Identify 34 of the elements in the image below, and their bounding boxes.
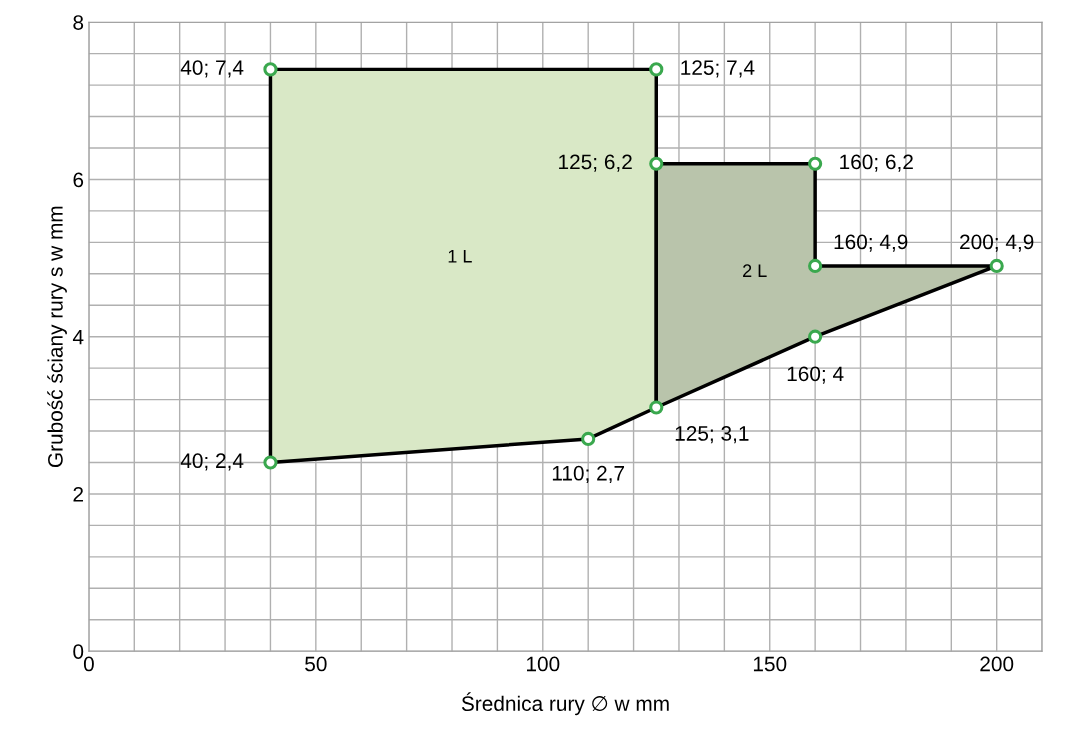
x-tick-label: 50	[305, 656, 327, 672]
y-tick-label: 6	[73, 172, 84, 188]
y-tick-label: 4	[72, 329, 84, 345]
point	[808, 258, 823, 274]
data-label: 125; 3,1	[675, 426, 749, 444]
data-label: 110; 2,7	[552, 465, 625, 484]
data-label: 160; 4	[787, 366, 844, 384]
point	[989, 258, 1004, 274]
x-tick-label: 150	[753, 656, 787, 672]
point	[649, 62, 664, 77]
point	[263, 62, 278, 77]
x-tick-label: 100	[527, 656, 560, 672]
x-axis-title: Średnica rury ∅ w mm	[461, 692, 669, 716]
data-label: 40; 7,4	[180, 60, 244, 78]
data-label: 125; 7,4	[681, 60, 755, 78]
point	[649, 400, 664, 415]
point	[263, 455, 278, 470]
series-label: 1 L	[448, 250, 472, 263]
x-tick-label: 200	[980, 656, 1014, 672]
point	[649, 156, 664, 171]
data-label: 40; 2,4	[180, 453, 244, 471]
data-label: 160; 4,9	[834, 234, 908, 252]
data-label: 160; 6,2	[840, 154, 913, 172]
y-tick-label: 8	[73, 15, 84, 30]
point	[808, 329, 823, 344]
point	[808, 156, 823, 171]
y-tick-label: 0	[73, 644, 84, 659]
y-tick-label: 2	[73, 486, 83, 502]
y-axis-title: Grubość ściany rury s w mm	[47, 206, 67, 468]
series-label: 2 L	[743, 264, 767, 277]
data-label: 200; 4,9	[960, 234, 1034, 252]
x-tick-label: 0	[83, 656, 94, 672]
point	[581, 431, 596, 446]
data-label: 125; 6,2	[559, 154, 632, 172]
